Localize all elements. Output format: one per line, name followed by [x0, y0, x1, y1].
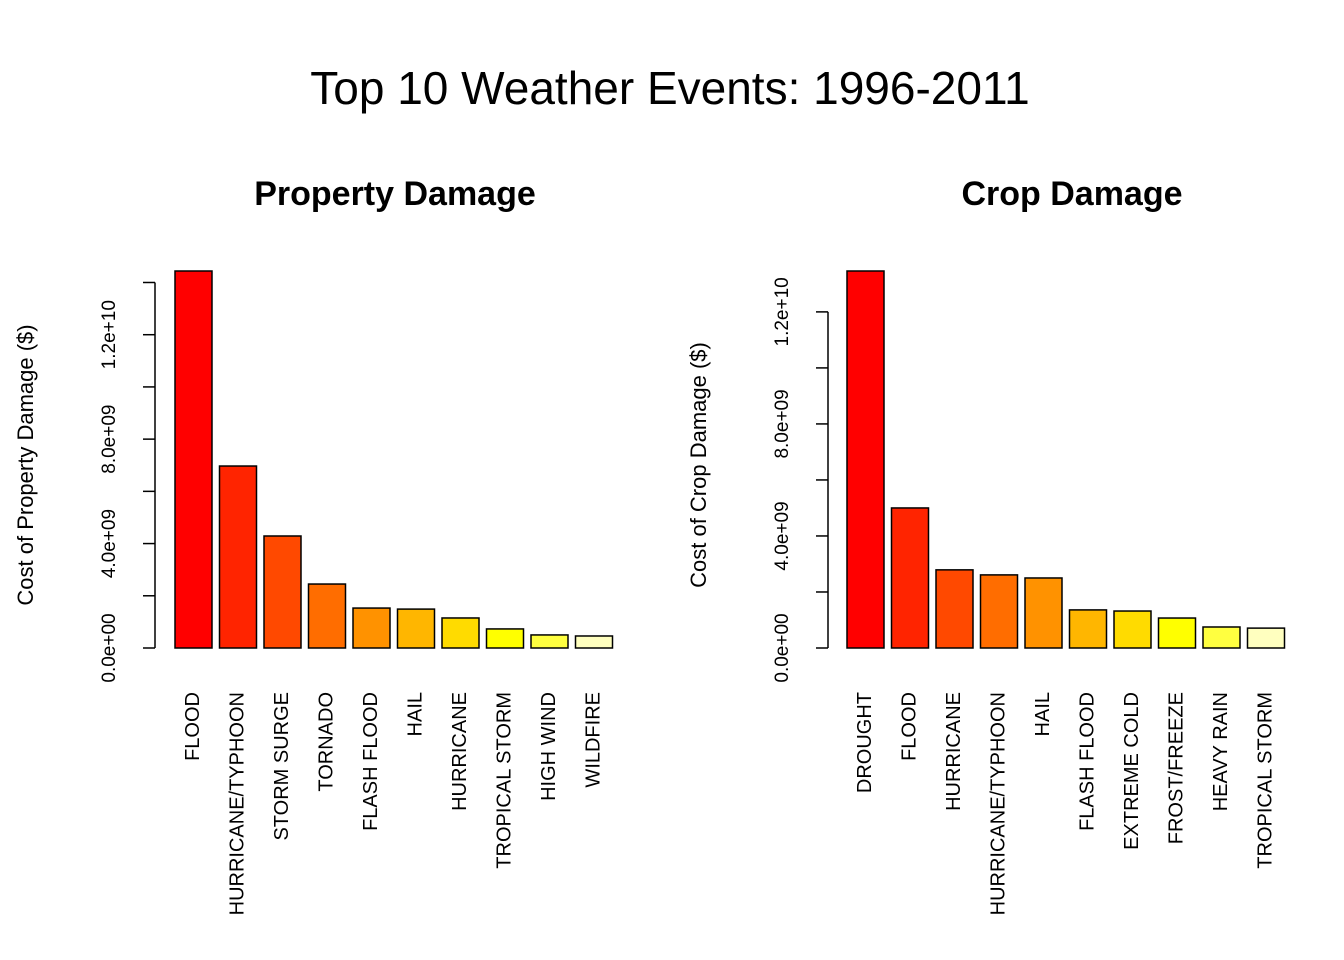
x-tick-label: HIGH WIND — [538, 692, 560, 801]
bar — [1246, 627, 1286, 649]
bar — [174, 270, 213, 649]
bar — [352, 607, 391, 649]
y-axis-label: Cost of Crop Damage ($) — [686, 342, 711, 588]
x-tick-label: HURRICANE/TYPHOON — [987, 692, 1009, 915]
x-tick-label: TROPICAL STORM — [493, 692, 515, 869]
x-tick-label: WILDFIRE — [582, 692, 604, 788]
x-tick-label: DROUGHT — [854, 692, 876, 793]
y-tick-label: 4.0e+09 — [99, 509, 120, 578]
bar — [1157, 617, 1197, 649]
bar — [935, 569, 974, 649]
x-tick-label: HURRICANE — [943, 692, 965, 811]
bar — [979, 574, 1019, 649]
bar — [530, 634, 569, 649]
x-tick-label: EXTREME COLD — [1121, 692, 1143, 850]
bar — [396, 608, 436, 649]
y-tick-label: 1.2e+10 — [772, 277, 793, 346]
x-tick-label: STORM SURGE — [271, 692, 293, 841]
x-tick-label: HAIL — [1032, 692, 1054, 736]
bar — [1202, 626, 1241, 649]
y-tick-label: 4.0e+09 — [772, 501, 793, 570]
x-tick-label: HURRICANE — [449, 692, 471, 811]
bar — [441, 617, 480, 649]
y-tick-label: 0.0e+00 — [772, 613, 793, 682]
x-tick-label: FROST/FREEZE — [1165, 692, 1187, 844]
x-tick-label: FLASH FLOOD — [360, 692, 382, 831]
x-tick-label: TROPICAL STORM — [1254, 692, 1276, 869]
y-tick-label: 8.0e+09 — [772, 389, 793, 458]
bar — [1113, 610, 1152, 649]
chart-title: Property Damage — [254, 175, 536, 213]
x-tick-label: FLASH FLOOD — [1076, 692, 1098, 831]
bar — [846, 270, 885, 649]
y-tick-label: 0.0e+00 — [99, 613, 120, 682]
bar — [263, 535, 302, 649]
x-tick-label: FLOOD — [182, 692, 204, 761]
x-tick-label: HURRICANE/TYPHOON — [226, 692, 248, 915]
y-tick-label: 1.2e+10 — [99, 300, 120, 369]
y-axis-label: Cost of Property Damage ($) — [13, 324, 38, 605]
x-tick-label: HAIL — [404, 692, 426, 736]
bar — [1068, 609, 1108, 649]
bar — [218, 465, 258, 649]
x-tick-label: FLOOD — [898, 692, 920, 761]
bar — [307, 583, 347, 649]
figure-title: Top 10 Weather Events: 1996-2011 — [310, 62, 1029, 114]
bar — [1024, 577, 1063, 649]
bar — [574, 635, 614, 649]
chart-title: Crop Damage — [961, 175, 1182, 213]
y-tick-label: 8.0e+09 — [99, 405, 120, 474]
x-tick-label: TORNADO — [315, 692, 337, 792]
x-tick-label: HEAVY RAIN — [1210, 692, 1232, 811]
bar — [485, 628, 525, 649]
bar — [890, 507, 930, 649]
